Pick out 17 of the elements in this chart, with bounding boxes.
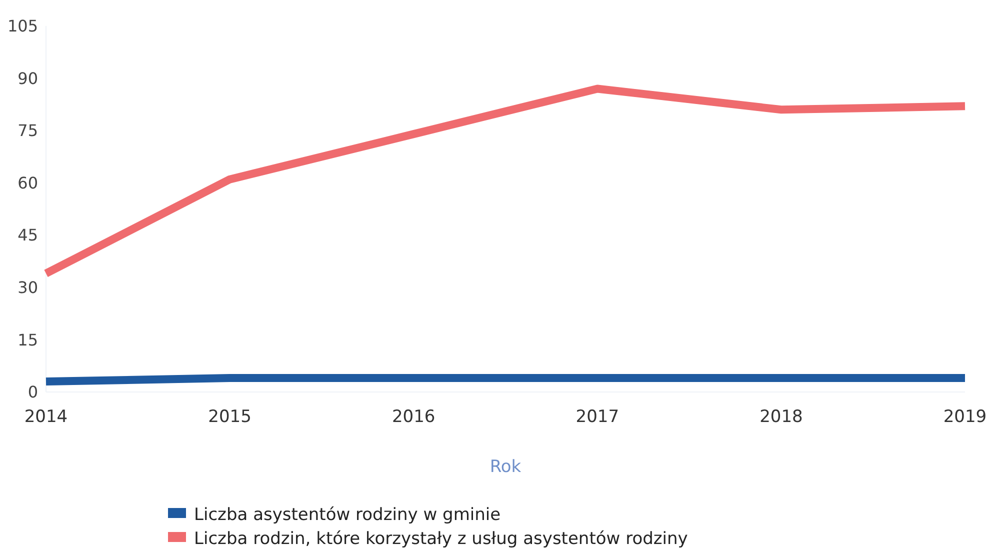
x-axis-title: Rok [490,457,522,477]
y-tick-label: 0 [28,382,38,402]
y-tick-label: 45 [18,226,38,245]
legend-label: Liczba asystentów rodziny w gminie [194,504,501,525]
x-tick-label: 2019 [943,407,987,427]
x-tick-label: 2016 [392,407,436,427]
y-tick-label: 75 [18,121,38,140]
x-tick-label: 2015 [208,407,252,427]
y-tick-label: 105 [7,16,38,36]
x-tick-label: 2014 [24,407,68,427]
y-tick-label: 60 [18,173,38,192]
x-tick-label: 2018 [760,407,803,427]
y-tick-label: 15 [18,330,38,350]
legend-label: Liczba rodzin, które korzystały z usług asystentów rodziny [194,528,688,549]
x-tick-label: 2017 [576,407,620,427]
y-tick-label: 30 [18,278,38,298]
y-tick-label: 90 [18,68,38,88]
